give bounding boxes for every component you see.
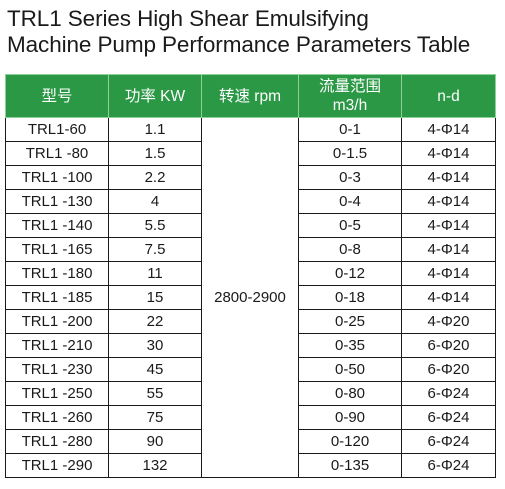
cell-model: TRL1 -210 xyxy=(5,333,109,358)
cell-flow: 0-1.5 xyxy=(298,141,402,166)
cell-power: 2.2 xyxy=(108,165,202,190)
table-header-row: 型号 功率 KW 转速 rpm 流量范围 m3/h n-d xyxy=(5,74,496,118)
header-nd: n-d xyxy=(401,74,496,118)
cell-power: 132 xyxy=(108,453,202,478)
cell-nd: 6-Φ24 xyxy=(401,453,496,478)
cell-power: 22 xyxy=(108,309,202,334)
cell-nd: 4-Φ14 xyxy=(401,141,496,166)
cell-model: TRL1 -180 xyxy=(5,261,109,286)
table-row: TRL1 -130 4 0-4 4-Φ14 xyxy=(5,189,496,214)
cell-flow: 0-8 xyxy=(298,237,402,262)
table-body: TRL1-60 1.1 2800-2900 0-1 4-Φ14 TRL1 -80 1.5 0-… xyxy=(5,117,496,478)
cell-flow: 0-18 xyxy=(298,285,402,310)
table-row: TRL1 -100 2.2 0-3 4-Φ14 xyxy=(5,165,496,190)
cell-power: 75 xyxy=(108,405,202,430)
cell-nd: 4-Φ14 xyxy=(401,237,496,262)
cell-model: TRL1-60 xyxy=(5,117,109,142)
cell-model: TRL1 -260 xyxy=(5,405,109,430)
cell-nd: 6-Φ24 xyxy=(401,405,496,430)
cell-model: TRL1 -200 xyxy=(5,309,109,334)
cell-nd: 4-Φ14 xyxy=(401,165,496,190)
cell-nd: 4-Φ14 xyxy=(401,117,496,142)
cell-nd: 4-Φ14 xyxy=(401,189,496,214)
cell-nd: 6-Φ24 xyxy=(401,381,496,406)
header-flow: 流量范围 m3/h xyxy=(298,74,402,118)
title-line-1: TRL1 Series High Shear Emulsifying xyxy=(7,6,369,31)
table-row: TRL1-60 1.1 2800-2900 0-1 4-Φ14 xyxy=(5,117,496,478)
cell-flow: 0-5 xyxy=(298,213,402,238)
cell-power: 11 xyxy=(108,261,202,286)
header-model: 型号 xyxy=(5,74,109,118)
cell-flow: 0-35 xyxy=(298,333,402,358)
cell-power: 45 xyxy=(108,357,202,382)
table-row: TRL1 -260 75 0-90 6-Φ24 xyxy=(5,405,496,430)
cell-flow: 0-3 xyxy=(298,165,402,190)
table-row: TRL1 -230 45 0-50 6-Φ20 xyxy=(5,357,496,382)
cell-nd: 4-Φ14 xyxy=(401,285,496,310)
cell-nd: 6-Φ20 xyxy=(401,357,496,382)
table-row: TRL1 -290 132 0-135 6-Φ24 xyxy=(5,453,496,478)
cell-model: TRL1 -280 xyxy=(5,429,109,454)
cell-flow: 0-120 xyxy=(298,429,402,454)
cell-model: TRL1 -100 xyxy=(5,165,109,190)
cell-flow: 0-135 xyxy=(298,453,402,478)
title-line-2: Machine Pump Performance Parameters Tabl… xyxy=(7,32,471,57)
cell-nd: 6-Φ24 xyxy=(401,429,496,454)
cell-power: 7.5 xyxy=(108,237,202,262)
cell-flow: 0-12 xyxy=(298,261,402,286)
cell-model: TRL1 -230 xyxy=(5,357,109,382)
cell-model: TRL1 -130 xyxy=(5,189,109,214)
table-row: TRL1 -250 55 0-80 6-Φ24 xyxy=(5,381,496,406)
cell-model: TRL1 -185 xyxy=(5,285,109,310)
header-flow-label: 流量范围 m3/h xyxy=(318,78,381,114)
table-row: TRL1 -80 1.5 0-1.5 4-Φ14 xyxy=(5,141,496,166)
cell-power: 55 xyxy=(108,381,202,406)
table-row: TRL1 -200 22 0-25 4-Φ20 xyxy=(5,309,496,334)
cell-nd: 4-Φ14 xyxy=(401,261,496,286)
cell-power: 15 xyxy=(108,285,202,310)
cell-flow: 0-50 xyxy=(298,357,402,382)
cell-power: 1.5 xyxy=(108,141,202,166)
cell-model: TRL1 -290 xyxy=(5,453,109,478)
cell-flow: 0-90 xyxy=(298,405,402,430)
cell-nd: 6-Φ20 xyxy=(401,333,496,358)
cell-nd: 4-Φ14 xyxy=(401,213,496,238)
cell-speed: 2800-2900 xyxy=(201,117,299,478)
cell-power: 5.5 xyxy=(108,213,202,238)
header-power: 功率 KW xyxy=(108,74,202,118)
cell-power: 30 xyxy=(108,333,202,358)
cell-model: TRL1 -250 xyxy=(5,381,109,406)
table-row: TRL1 -165 7.5 0-8 4-Φ14 xyxy=(5,237,496,262)
cell-model: TRL1 -165 xyxy=(5,237,109,262)
cell-flow: 0-4 xyxy=(298,189,402,214)
performance-parameters-table: 型号 功率 KW 转速 rpm 流量范围 m3/h n-d TRL1-60 1.1 2… xyxy=(5,74,496,478)
page-title: TRL1 Series High Shear Emulsifying Machi… xyxy=(7,6,470,58)
cell-flow: 0-25 xyxy=(298,309,402,334)
cell-power: 1.1 xyxy=(108,117,202,142)
cell-nd: 4-Φ20 xyxy=(401,309,496,334)
cell-power: 4 xyxy=(108,189,202,214)
header-speed: 转速 rpm xyxy=(201,74,299,118)
cell-model: TRL1 -140 xyxy=(5,213,109,238)
cell-flow: 0-1 xyxy=(298,117,402,142)
cell-power: 90 xyxy=(108,429,202,454)
cell-flow: 0-80 xyxy=(298,381,402,406)
cell-model: TRL1 -80 xyxy=(5,141,109,166)
